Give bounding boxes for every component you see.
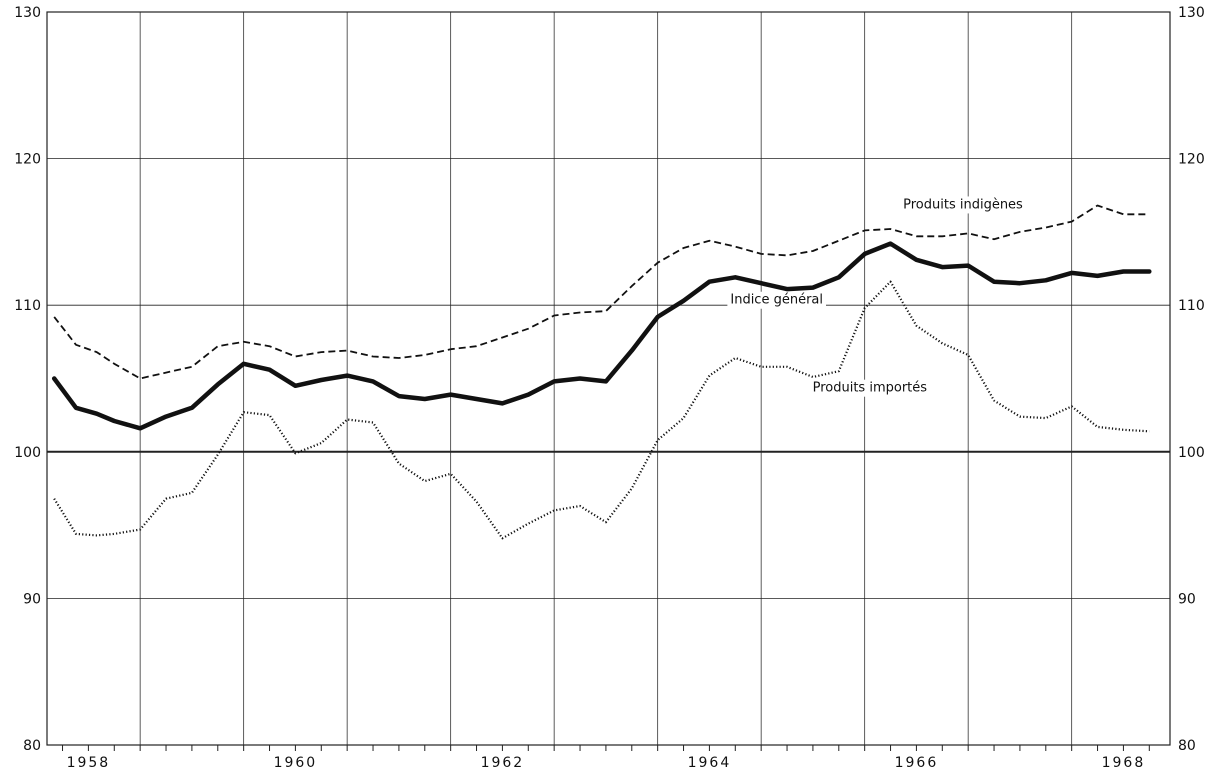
y-tick-label-left: 120 [14, 152, 41, 168]
x-tick-label: 1962 [481, 755, 525, 771]
y-tick-label-left: 80 [23, 738, 41, 754]
series-label: Produits indigènes [903, 197, 1023, 212]
y-tick-label-right: 120 [1178, 152, 1205, 168]
series-label-background [809, 379, 931, 397]
x-tick-label: 1958 [67, 755, 111, 771]
x-tick-label: 1960 [274, 755, 318, 771]
y-tick-label-left: 110 [14, 298, 41, 314]
x-tick-label: 1964 [688, 755, 732, 771]
x-tick-label: 1968 [1102, 755, 1146, 771]
y-tick-label-left: 100 [14, 445, 41, 461]
y-tick-label-right: 130 [1178, 5, 1205, 21]
series-label: Indice général [730, 293, 823, 308]
y-tick-label-right: 110 [1178, 298, 1205, 314]
y-tick-label-right: 80 [1178, 738, 1196, 754]
x-tick-label: 1966 [895, 755, 939, 771]
series-line-indice-general [51, 241, 1152, 431]
series-line-produits-indigenes [53, 204, 1150, 380]
series-label: Produits importés [813, 381, 928, 396]
y-tick-label-right: 100 [1178, 445, 1205, 461]
series-label-background [900, 196, 1027, 214]
y-tick-label-right: 90 [1178, 591, 1196, 607]
series-label-background [727, 291, 827, 309]
y-tick-label-left: 90 [23, 591, 41, 607]
series-line-produits-importes [53, 280, 1150, 540]
y-tick-label-left: 130 [14, 5, 41, 21]
